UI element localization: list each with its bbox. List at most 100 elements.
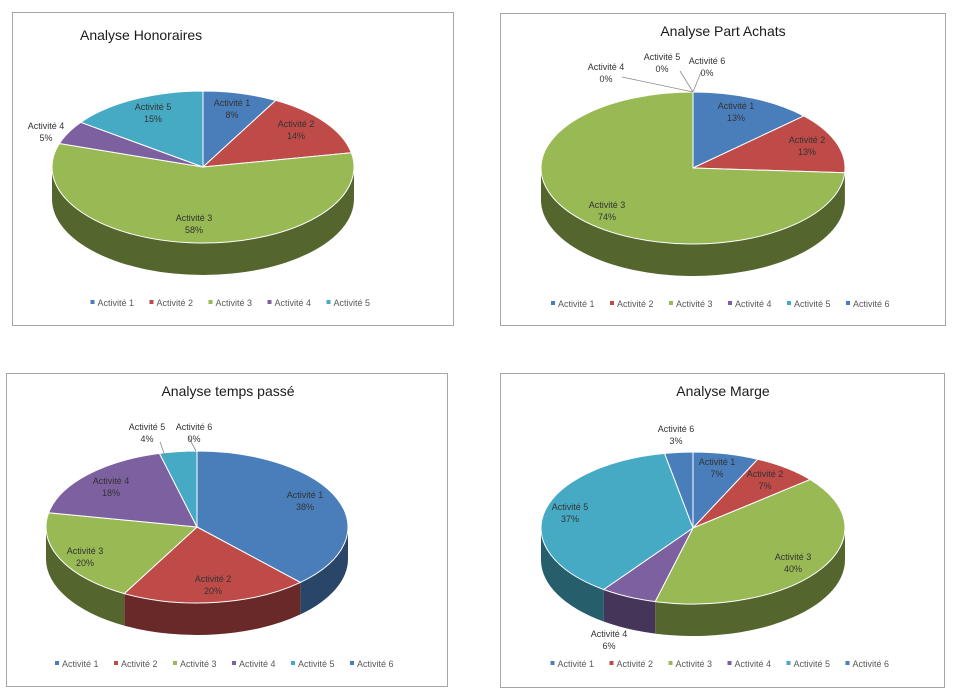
chart-title: Analyse Part Achats <box>660 23 785 39</box>
data-label-value: 74% <box>598 212 616 222</box>
legend-label: Activité 3 <box>216 298 253 308</box>
legend-label: Activité 2 <box>121 659 158 669</box>
label-leader-line <box>692 71 702 93</box>
data-label-category: Activité 1 <box>214 98 251 108</box>
data-label-category: Activité 3 <box>775 552 812 562</box>
legend-item-activite-2: Activité 2 <box>610 299 654 309</box>
legend-swatch <box>350 661 354 665</box>
legend-label: Activité 4 <box>735 659 772 669</box>
data-label-category: Activité 2 <box>789 135 826 145</box>
legend-label: Activité 2 <box>617 299 654 309</box>
legend-item-activite-3: Activité 3 <box>669 299 713 309</box>
data-label-value: 13% <box>798 147 816 157</box>
legend-swatch <box>668 661 673 665</box>
legend-item-activite-3: Activité 3 <box>668 659 712 669</box>
chart-panel-temps-passe: Analyse temps passé Activité 1 38% Activit… <box>6 373 448 687</box>
data-label-category: Activité 4 <box>93 476 130 486</box>
data-label-value: 15% <box>144 114 162 124</box>
legend-item-activite-5: Activité 5 <box>326 298 370 308</box>
data-label-value: 7% <box>710 469 723 479</box>
legend-item-activite-3: Activité 3 <box>173 659 217 669</box>
legend-swatch <box>609 661 614 665</box>
legend-swatch <box>267 300 272 304</box>
data-label-category: Activité 1 <box>699 457 736 467</box>
legend-label: Activité 6 <box>853 299 890 309</box>
data-label-value: 8% <box>225 110 238 120</box>
legend-item-activite-4: Activité 4 <box>267 298 312 308</box>
legend-swatch <box>326 300 331 304</box>
data-label-value: 38% <box>296 502 314 512</box>
data-label-category: Activité 5 <box>552 502 589 512</box>
pie-slice-activite-3 <box>45 512 199 595</box>
legend-item-activite-6: Activité 6 <box>846 299 890 309</box>
legend-label: Activité 4 <box>275 298 312 308</box>
data-label-value: 20% <box>76 558 94 568</box>
pie-slice-activite-3 <box>51 142 355 244</box>
pie-slice-activite-5 <box>158 450 198 528</box>
pie-side-activite-1 <box>300 527 348 615</box>
pie-slice-activite-2 <box>123 526 302 604</box>
legend-item-activite-6: Activité 6 <box>845 659 889 669</box>
chart-panel-marge: Analyse Marge Activité 1 7% Activité 2 7% Ac… <box>500 373 945 688</box>
chart-panel-part-achats: Analyse Part Achats Activité 1 13% Activit… <box>500 13 946 326</box>
legend-swatch <box>291 661 295 665</box>
pie-slice-activite-5 <box>79 90 204 168</box>
legend-swatch <box>173 661 177 665</box>
legend-swatch <box>610 301 614 305</box>
legend-swatch <box>550 661 555 665</box>
pie-slice-activite-3 <box>654 478 846 605</box>
label-leader-line <box>187 435 197 452</box>
legend-item-activite-4: Activité 4 <box>727 659 772 669</box>
data-label-category: Activité 2 <box>747 469 784 479</box>
legend-swatch <box>90 300 95 304</box>
data-label-value: 0% <box>700 68 713 78</box>
legend-item-activite-2: Activité 2 <box>609 659 654 669</box>
legend-swatch <box>728 301 732 305</box>
pie-side-activite-2 <box>124 582 301 635</box>
data-label-category: Activité 3 <box>67 546 104 556</box>
legend-swatch <box>787 301 791 305</box>
legend-label: Activité 5 <box>298 659 335 669</box>
chart-title: Analyse temps passé <box>161 383 294 399</box>
pie-slice-activite-1 <box>196 450 349 583</box>
legend-item-activite-4: Activité 4 <box>232 659 276 669</box>
data-labels: Activité 1 38% Activité 2 20% Activité 3 20% A… <box>67 422 324 596</box>
pie-slice-activite-3 <box>540 91 846 245</box>
legend-swatch <box>786 661 791 665</box>
pie-chart-temps-passe: Analyse temps passé Activité 1 38% Activit… <box>45 383 394 669</box>
data-labels: Activité 1 13% Activité 2 13% Activité 3 74% A… <box>588 52 826 222</box>
legend-label: Activité 5 <box>794 659 831 669</box>
legend-item-activite-5: Activité 5 <box>787 299 831 309</box>
data-label-value: 5% <box>39 133 52 143</box>
pie-side-activite-3 <box>655 528 845 636</box>
data-label-category: Activité 5 <box>644 52 681 62</box>
legend-label: Activité 4 <box>735 299 772 309</box>
legend-label: Activité 1 <box>558 659 595 669</box>
data-label-value: 3% <box>669 436 682 446</box>
legend-label: Activité 1 <box>62 659 99 669</box>
legend-label: Activité 2 <box>617 659 654 669</box>
legend-item-activite-4: Activité 4 <box>728 299 772 309</box>
legend-swatch <box>845 661 850 665</box>
data-label-value: 6% <box>602 641 615 651</box>
legend: Activité 1 Activité 2 Activité 3 Activité 4… <box>551 299 890 309</box>
legend-swatch <box>727 661 732 665</box>
legend-item-activite-2: Activité 2 <box>149 298 193 308</box>
pie-slice-activite-1 <box>692 91 805 169</box>
legend-label: Activité 4 <box>239 659 276 669</box>
pie-side-activite-3 <box>52 167 354 275</box>
legend-item-activite-1: Activité 1 <box>550 659 595 669</box>
data-label-category: Activité 5 <box>129 422 166 432</box>
data-label-category: Activité 1 <box>287 490 324 500</box>
pie-slice-activite-4 <box>47 452 198 528</box>
legend-swatch <box>232 661 236 665</box>
data-label-value: 0% <box>655 64 668 74</box>
data-label-category: Activité 3 <box>589 200 626 210</box>
legend-item-activite-6: Activité 6 <box>350 659 394 669</box>
data-label-category: Activité 2 <box>278 119 315 129</box>
data-label-category: Activité 4 <box>588 62 625 72</box>
data-label-value: 40% <box>784 564 802 574</box>
data-label-category: Activité 6 <box>658 424 695 434</box>
data-label-value: 58% <box>185 225 203 235</box>
data-label-value: 20% <box>204 586 222 596</box>
